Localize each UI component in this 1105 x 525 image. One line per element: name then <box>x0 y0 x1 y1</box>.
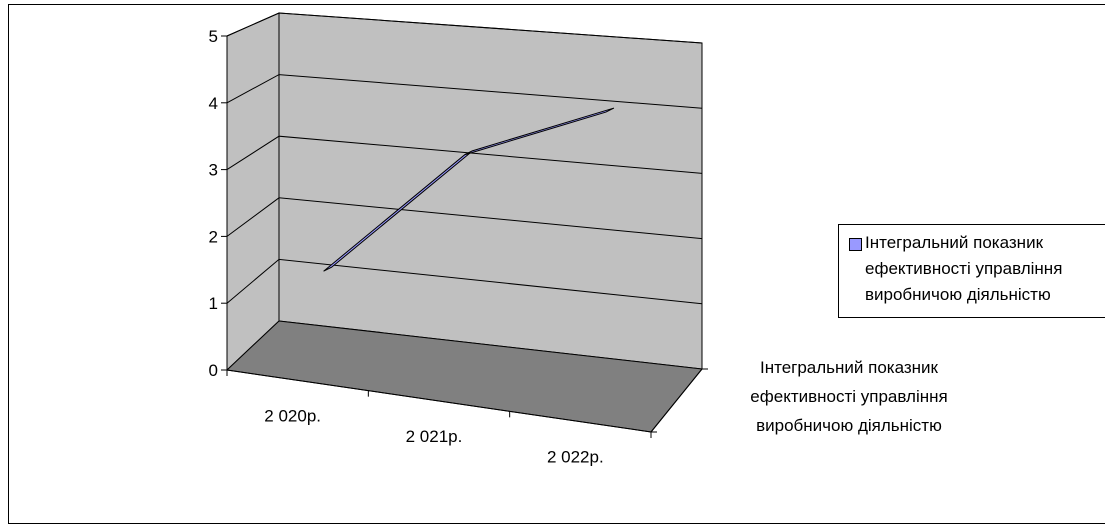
x-tick-label: 2 021р. <box>406 427 463 446</box>
y-tick-label: 3 <box>209 161 218 180</box>
y-tick-label: 4 <box>209 94 218 113</box>
y-tick-label: 1 <box>209 294 218 313</box>
legend: Інтегральний показник ефективності управ… <box>838 224 1105 318</box>
depth-label-line: виробничою діяльністю <box>756 416 942 435</box>
y-tick-label: 5 <box>209 27 218 46</box>
side-wall <box>227 13 279 370</box>
depth-label-line: Інтегральний показник <box>760 358 939 377</box>
legend-entry-label: Інтегральний показник ефективності управ… <box>865 230 1105 308</box>
x-tick-label: 2 020р. <box>264 406 321 425</box>
back-wall <box>279 13 702 369</box>
x-tick-label: 2 022р. <box>547 448 604 467</box>
depth-axis-label: Інтегральний показник ефективності управл… <box>750 358 947 435</box>
y-tick-label: 2 <box>209 227 218 246</box>
y-tick-label: 0 <box>209 361 218 380</box>
chart-frame: 0 1 2 3 4 5 2 020р. 2 021р. 2 022р. Інтегральни… <box>8 4 1105 524</box>
legend-swatch <box>849 238 862 251</box>
depth-label-line: ефективності управління <box>750 387 947 406</box>
depth-label-text: Інтегральний показник ефективності управл… <box>750 358 947 435</box>
